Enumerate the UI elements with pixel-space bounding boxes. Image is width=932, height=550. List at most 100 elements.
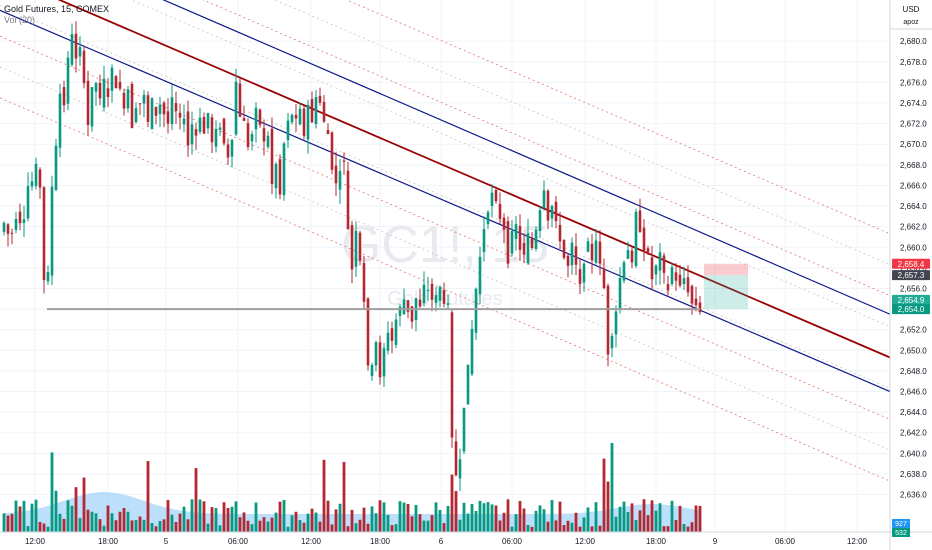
candle-body: [146, 95, 150, 122]
volume-bar: [138, 516, 142, 532]
candle-body: [282, 143, 286, 196]
candle-body: [154, 106, 158, 116]
volume-bar: [74, 487, 78, 532]
candle-body: [638, 210, 642, 232]
candle-body: [502, 217, 506, 230]
volume-bar: [130, 520, 134, 532]
price-tag: [892, 304, 930, 315]
volume-bar: [534, 510, 538, 532]
candle-body: [398, 306, 402, 316]
volume-bar: [314, 512, 318, 532]
candle-body: [194, 129, 198, 136]
candle-body: [54, 145, 58, 190]
volume-bar: [586, 507, 590, 532]
time-label: 9: [713, 537, 718, 546]
volume-bar: [394, 524, 398, 532]
candle-body: [554, 201, 558, 222]
candle-body: [222, 118, 226, 144]
volume-bar: [270, 517, 274, 532]
drawings[interactable]: [47, 263, 748, 311]
volume-bar: [170, 514, 174, 532]
candle-body: [410, 306, 414, 322]
candle-body: [478, 256, 482, 295]
volume-bar: [122, 508, 126, 532]
volume-bar: [546, 521, 550, 532]
candle-body: [354, 231, 358, 267]
symbol-title[interactable]: Gold Futures, 15, COMEX: [4, 4, 110, 14]
volume-bar: [562, 525, 566, 532]
volume-bar: [214, 508, 218, 532]
candle-body: [386, 332, 390, 351]
candle-body: [322, 101, 326, 122]
volume-bar: [98, 519, 102, 532]
price-tag: [892, 258, 930, 269]
candle-body: [266, 135, 270, 148]
volume-bar: [2, 513, 6, 532]
volume-bar: [162, 519, 166, 532]
candle-body: [186, 111, 190, 146]
volume-bar: [442, 523, 446, 532]
price-label: 2,672.0: [900, 120, 927, 129]
candle-body: [130, 83, 134, 129]
price-label: 2,680.0: [900, 37, 927, 46]
volume-bar: [458, 519, 462, 532]
candle-body: [390, 328, 394, 341]
volume-bar: [346, 526, 350, 532]
volume-bar: [474, 510, 478, 532]
time-label: 12:00: [847, 537, 868, 546]
volume-bar: [598, 525, 602, 532]
price-label: 2,646.0: [900, 388, 927, 397]
candle-body: [530, 237, 534, 249]
volume-bar: [134, 520, 138, 532]
channel-dotted-line: [0, 97, 891, 482]
candle-body: [22, 219, 26, 223]
candle-body: [406, 300, 410, 312]
candle-body: [134, 108, 138, 123]
volume-bar: [462, 502, 466, 532]
volume-bar: [646, 515, 650, 532]
volume-bar: [698, 505, 702, 532]
candle-body: [202, 117, 206, 134]
volume-bar: [418, 514, 422, 532]
candle-body: [666, 284, 670, 291]
volume-bar: [334, 509, 338, 532]
volume-bar: [414, 504, 418, 532]
candle-body: [614, 311, 618, 335]
time-label: 12:00: [575, 537, 596, 546]
candle-body: [94, 83, 98, 92]
candle-body: [206, 113, 210, 129]
volume-bar: [302, 522, 306, 532]
candle-body: [114, 76, 118, 89]
candle-body: [606, 285, 610, 355]
volume-bar: [426, 520, 430, 532]
volume-bar: [682, 524, 686, 532]
volume-bar: [14, 500, 18, 532]
volume-bar: [146, 461, 150, 532]
volume-indicator-label[interactable]: Vol (20): [4, 15, 36, 25]
time-label: 18:00: [370, 537, 391, 546]
volume-bar: [254, 502, 258, 532]
candle-body: [578, 269, 582, 284]
candle-body: [166, 111, 170, 124]
volume-bar: [498, 520, 502, 532]
channel-dotted-line: [0, 66, 891, 451]
candle-body: [498, 203, 502, 219]
candle-body: [214, 128, 218, 147]
candle-body: [422, 284, 426, 304]
price-tags: 2,658.4 2,657.3 2,654.92,654.0 927 532: [892, 258, 930, 537]
candle-body: [382, 348, 386, 377]
volume-bar: [606, 481, 610, 532]
volume-bar: [194, 468, 198, 532]
candle-body: [418, 299, 422, 307]
candle-body: [18, 211, 22, 224]
price-label: 2,664.0: [900, 202, 927, 211]
volume-bar: [518, 501, 522, 532]
chart-legend[interactable]: Gold Futures, 15, COMEX Vol (20): [4, 4, 109, 26]
candle-body: [366, 298, 370, 366]
candle-body: [262, 128, 266, 142]
volume-bar: [622, 501, 626, 532]
volume-bar: [450, 474, 454, 532]
candle-body: [218, 127, 222, 130]
volume-bar: [666, 526, 670, 532]
